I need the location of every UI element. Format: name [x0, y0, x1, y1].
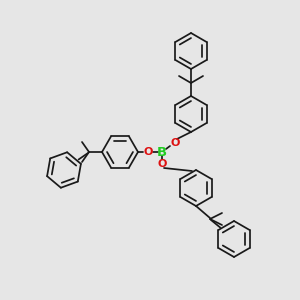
Text: B: B	[157, 146, 167, 158]
Text: O: O	[157, 159, 167, 169]
Text: O: O	[143, 147, 153, 157]
Text: O: O	[170, 138, 180, 148]
